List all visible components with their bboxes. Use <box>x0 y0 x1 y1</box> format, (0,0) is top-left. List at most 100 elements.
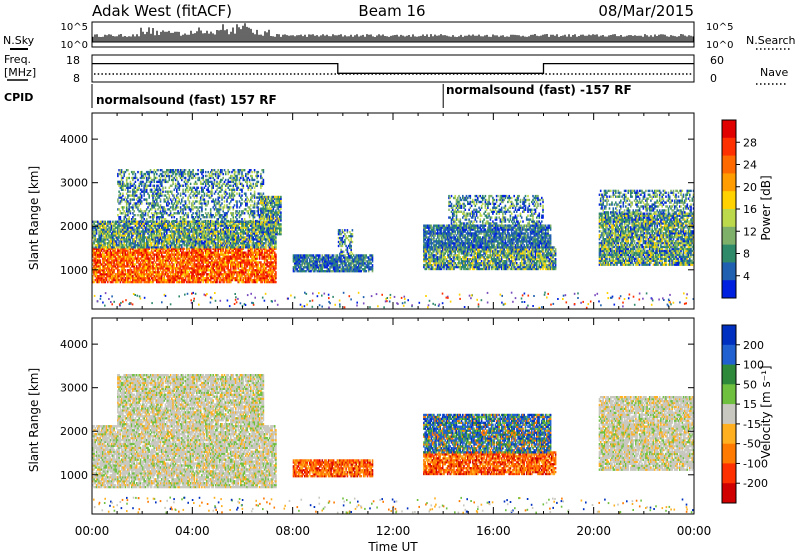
scatter-pixel <box>541 306 543 308</box>
scatter-pixel <box>563 295 565 297</box>
scatter-pixel <box>94 295 96 297</box>
scatter-pixel <box>629 294 631 296</box>
scatter-pixel <box>139 295 141 297</box>
nsearch-label: N.Search <box>746 34 796 47</box>
scatter-pixel <box>476 299 478 301</box>
scatter-pixel <box>312 300 314 302</box>
scatter-pixel <box>464 306 466 308</box>
scatter-pixel <box>610 297 612 299</box>
scatter-pixel <box>607 297 609 299</box>
scatter-pixel <box>450 301 452 303</box>
scatter-pixel <box>371 295 373 297</box>
scatter-pixel <box>500 294 502 296</box>
scatter-pixel <box>459 294 461 296</box>
scatter-pixel <box>319 304 321 306</box>
scatter-pixel <box>403 305 405 307</box>
scatter-pixel <box>528 295 530 297</box>
scatter-pixel <box>227 300 229 302</box>
scatter-pixel <box>685 302 687 304</box>
scatter-pixel <box>546 297 548 299</box>
scatter-pixel <box>376 293 378 295</box>
scatter-pixel <box>404 302 406 304</box>
scatter-pixel <box>522 294 524 296</box>
scatter-pixel <box>290 295 292 297</box>
scatter-pixel <box>110 301 112 303</box>
scatter-pixel <box>301 306 303 308</box>
scatter-pixel <box>588 303 590 305</box>
scatter-pixel <box>344 306 346 308</box>
scatter-pixel <box>594 294 596 296</box>
freq-label-bottom: [MHz] <box>4 66 36 79</box>
scatter-pixel <box>339 306 341 308</box>
scatter-pixel <box>624 298 626 300</box>
scatter-pixel <box>235 296 237 298</box>
scatter-pixel <box>178 295 180 297</box>
scatter-pixel <box>547 293 549 295</box>
scatter-pixel <box>544 294 546 296</box>
nave-tick-60: 60 <box>710 54 724 67</box>
scatter-pixel <box>432 303 434 305</box>
scatter-pixel <box>428 304 430 306</box>
scatter-pixel <box>229 305 231 307</box>
scatter-pixel <box>324 293 326 295</box>
scatter-pixel <box>262 297 264 299</box>
beam-title: Beam 16 <box>358 2 425 20</box>
frequency-line <box>92 64 694 74</box>
nsky-label: N.Sky <box>3 34 35 47</box>
data-pixel <box>100 259 102 261</box>
scatter-pixel <box>161 301 163 303</box>
scatter-pixel <box>334 304 336 306</box>
scatter-pixel <box>111 303 113 305</box>
scatter-pixel <box>429 300 431 302</box>
scatter-pixel <box>544 292 546 294</box>
scatter-pixel <box>234 303 236 305</box>
scatter-pixel <box>264 300 266 302</box>
scatter-pixel <box>524 301 526 303</box>
scatter-pixel <box>198 304 200 306</box>
scatter-pixel <box>447 297 449 299</box>
noise-tick-left-bottom: 10^0 <box>61 40 88 51</box>
scatter-pixel <box>394 296 396 298</box>
scatter-pixel <box>607 292 609 294</box>
radar-figure: Adak West (fitACF) Beam 16 08/Mar/2015 N… <box>0 0 800 554</box>
scatter-pixel <box>377 305 379 307</box>
scatter-pixel <box>356 302 358 304</box>
noise-trace-path <box>93 23 693 42</box>
scatter-pixel <box>574 293 576 295</box>
cpid-2-text: normalsound (fast) -157 RF <box>446 83 632 97</box>
scatter-pixel <box>363 296 365 298</box>
scatter-pixel <box>419 302 421 304</box>
scatter-pixel <box>512 301 514 303</box>
scatter-pixel <box>527 305 529 307</box>
scatter-pixel <box>404 298 406 300</box>
scatter-pixel <box>100 298 102 300</box>
scatter-pixel <box>683 292 685 294</box>
scatter-pixel <box>247 294 249 296</box>
scatter-pixel <box>339 303 341 305</box>
scatter-pixel <box>328 297 330 299</box>
scatter-pixel <box>210 302 212 304</box>
scatter-pixel <box>312 306 314 308</box>
scatter-pixel <box>442 302 444 304</box>
scatter-pixel <box>170 303 172 305</box>
scatter-pixel <box>214 292 216 294</box>
scatter-pixel <box>550 304 552 306</box>
scatter-pixel <box>122 301 124 303</box>
data-pixel <box>125 269 127 271</box>
scatter-pixel <box>478 306 480 308</box>
scatter-pixel <box>577 292 579 294</box>
scatter-pixel <box>487 302 489 304</box>
scatter-pixel <box>133 293 135 295</box>
scatter-pixel <box>236 301 238 303</box>
scatter-pixel <box>511 292 513 294</box>
scatter-pixel <box>385 300 387 302</box>
power-data <box>92 169 694 309</box>
scatter-pixel <box>533 295 535 297</box>
scatter-pixel <box>600 304 602 306</box>
scatter-pixel <box>515 297 517 299</box>
scatter-pixel <box>300 304 302 306</box>
scatter-pixel <box>193 298 195 300</box>
noise-tick-right-bottom: 10^0 <box>706 40 733 51</box>
scatter-pixel <box>639 293 641 295</box>
scatter-pixel <box>673 302 675 304</box>
